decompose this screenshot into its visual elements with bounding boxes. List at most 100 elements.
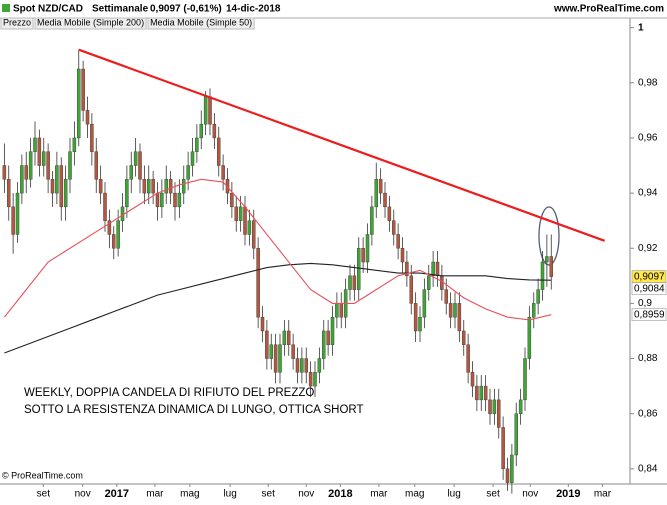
x-tick-label: lug bbox=[447, 489, 460, 500]
candle-body bbox=[256, 248, 260, 318]
date: 14-dic-2018 bbox=[226, 4, 281, 15]
candle-body bbox=[129, 165, 133, 180]
moving-average-line bbox=[3, 178, 552, 321]
candle-body bbox=[173, 192, 177, 208]
candle-body bbox=[282, 330, 287, 345]
copyright: © ProRealTime.com bbox=[2, 470, 83, 480]
legend-entry: Prezzo bbox=[3, 17, 31, 27]
trendline bbox=[78, 48, 606, 242]
candle-body bbox=[365, 234, 370, 263]
candle-body bbox=[326, 330, 330, 345]
annotation: SOTTO LA RESISTENZA DINAMICA DI LUNGO, O… bbox=[24, 404, 364, 416]
candle-body bbox=[77, 68, 81, 139]
moving-average-line bbox=[4, 262, 552, 354]
candle-body bbox=[59, 165, 63, 208]
price-label-box bbox=[631, 308, 667, 321]
candle-body bbox=[291, 344, 295, 359]
header-icon bbox=[2, 4, 10, 12]
candle-body bbox=[501, 427, 505, 470]
candle-body bbox=[483, 385, 488, 401]
x-tick-label: mag bbox=[405, 489, 424, 500]
y-tick-label: 0,96 bbox=[638, 133, 658, 144]
candle-body bbox=[549, 256, 553, 277]
candle-body bbox=[431, 261, 435, 277]
price-label: 0,9097 bbox=[634, 271, 665, 282]
candle-body bbox=[514, 413, 518, 456]
x-tick-label: nov bbox=[75, 489, 91, 500]
candle-body bbox=[479, 385, 483, 401]
x-tick-label: mar bbox=[594, 489, 612, 500]
candle-body bbox=[330, 316, 335, 345]
candle-body bbox=[177, 192, 182, 208]
candle-body bbox=[155, 192, 160, 208]
candle-body bbox=[42, 151, 46, 166]
last-quote: 0,9097 (-0,61%) bbox=[150, 4, 222, 15]
candle-body bbox=[164, 179, 168, 194]
candle-body bbox=[532, 303, 536, 318]
candle-body bbox=[457, 303, 462, 332]
candle-body bbox=[168, 179, 173, 194]
candle-body bbox=[497, 399, 501, 428]
candle-body bbox=[357, 248, 361, 290]
x-tick-label: mag bbox=[180, 489, 199, 500]
candle-body bbox=[322, 330, 326, 359]
candle-body bbox=[72, 137, 77, 152]
candle-body bbox=[413, 303, 418, 332]
candle-body bbox=[11, 206, 15, 235]
x-tick-label: set bbox=[37, 489, 51, 500]
y-tick-label: 0,86 bbox=[638, 408, 658, 419]
source: www.ProRealTime.com bbox=[553, 4, 664, 15]
candle-body bbox=[475, 385, 479, 401]
candle-body bbox=[63, 179, 68, 208]
highlight-ellipse bbox=[538, 206, 560, 266]
candle-body bbox=[90, 123, 94, 152]
candle-body bbox=[422, 289, 427, 318]
price-label-box bbox=[631, 282, 667, 295]
x-tick-label: 2018 bbox=[328, 488, 352, 500]
candle-body bbox=[120, 206, 125, 221]
candle-body bbox=[103, 192, 107, 221]
x-tick-label: 2019 bbox=[556, 488, 580, 500]
x-tick-label: lug bbox=[223, 489, 236, 500]
candle-body bbox=[352, 275, 357, 290]
candle-body bbox=[116, 220, 120, 249]
candle-body bbox=[339, 303, 343, 318]
candle-body bbox=[435, 261, 440, 277]
candle-body bbox=[138, 151, 142, 180]
candle-body bbox=[2, 165, 7, 180]
candle-body bbox=[527, 316, 532, 359]
candle-body bbox=[50, 179, 55, 194]
candle-body bbox=[247, 220, 252, 235]
legend-box bbox=[34, 17, 147, 30]
candle-body bbox=[24, 165, 28, 180]
candle-body bbox=[505, 468, 510, 483]
candle-body bbox=[238, 206, 243, 221]
candle-body bbox=[518, 399, 523, 414]
candle-body bbox=[190, 151, 195, 166]
legend-entry: Media Mobile (Simple 50) bbox=[150, 17, 252, 27]
candle-body bbox=[195, 137, 199, 152]
candle-body bbox=[470, 372, 475, 387]
candle-body bbox=[260, 316, 265, 332]
candle-body bbox=[335, 303, 339, 318]
x-tick-label: set bbox=[486, 489, 500, 500]
candle-body bbox=[488, 399, 492, 414]
candle-body bbox=[370, 206, 374, 235]
title: Spot NZD/CAD bbox=[13, 4, 83, 15]
candle-body bbox=[15, 192, 20, 235]
candle-body bbox=[208, 96, 212, 125]
y-tick-label: 1 bbox=[638, 22, 644, 33]
candle-body bbox=[252, 220, 256, 249]
candle-body bbox=[37, 137, 42, 166]
candle-body bbox=[304, 358, 308, 373]
candle-body bbox=[133, 151, 138, 166]
candle-body bbox=[186, 165, 190, 180]
candle-body bbox=[160, 192, 164, 208]
candle-body bbox=[313, 372, 317, 387]
candle-body bbox=[545, 256, 549, 263]
candle-body bbox=[234, 206, 238, 221]
candle-body bbox=[462, 330, 466, 345]
x-tick-label: mar bbox=[146, 489, 164, 500]
candle-body bbox=[20, 165, 24, 194]
